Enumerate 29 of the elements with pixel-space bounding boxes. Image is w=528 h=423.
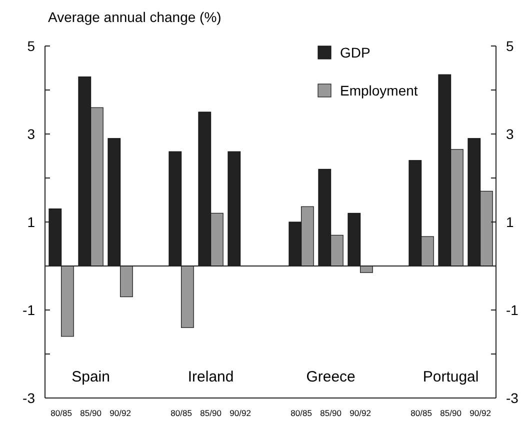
annotation: Portugal [422,368,479,386]
x-tick-label: 80/85 [290,408,312,418]
annotation: Ireland [188,368,234,386]
x-tick-label: 85/90 [200,408,222,418]
y2-tick-label: -3 [506,390,519,406]
legend-label: GDP [340,44,370,60]
y-tick-label: 1 [27,214,36,230]
x-tick-label: 85/90 [80,408,102,418]
x-tick-label: 90/92 [470,408,492,418]
x-tick-label: 90/92 [110,408,132,418]
y-tick-label: 5 [27,38,36,54]
x-tick-label: 90/92 [350,408,372,418]
x-tick-label: 90/92 [230,408,252,418]
x-tick-label: 80/85 [410,408,432,418]
y2-tick-label: 1 [506,214,514,230]
y-axis-title: Average annual change (%) [48,9,222,25]
y-tick-label: 3 [27,126,36,142]
x-tick-label: 80/85 [170,408,192,418]
y2-tick-label: -1 [506,302,519,318]
annotation: Greece [306,368,356,386]
legend-label: Employment [340,82,418,98]
y2-tick-label: 5 [506,38,514,54]
annotation: Spain [72,368,110,386]
y2-tick-label: 3 [506,126,514,142]
y-tick-label: -1 [22,302,36,318]
x-tick-label: 80/85 [50,408,72,418]
x-tick-label: 85/90 [320,408,342,418]
y-tick-label: -3 [22,390,36,406]
x-tick-label: 85/90 [440,408,462,418]
